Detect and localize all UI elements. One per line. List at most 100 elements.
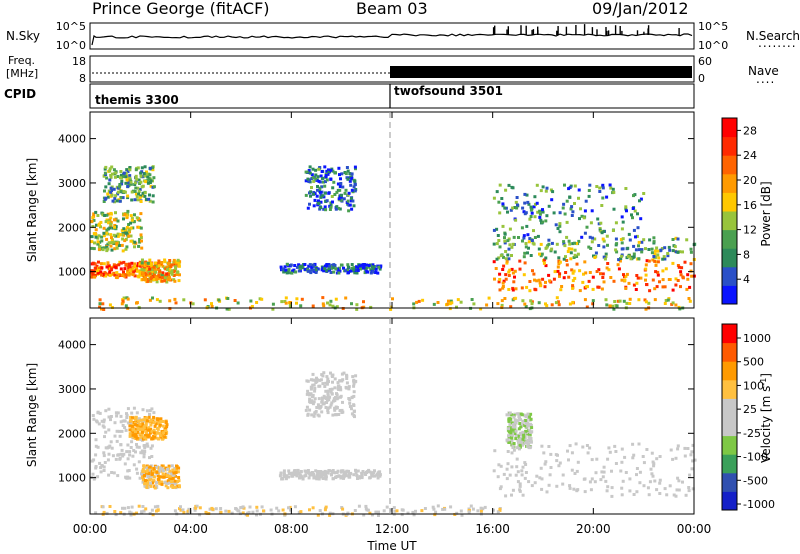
heatmap-cell: [342, 474, 345, 478]
heatmap-cell: [689, 269, 693, 273]
heatmap-cell: [580, 235, 584, 239]
heatmap-cell: [124, 263, 128, 267]
heatmap-cell: [314, 173, 318, 177]
heatmap-cell: [640, 240, 644, 244]
heatmap-cell: [150, 508, 154, 512]
heatmap-cell: [118, 434, 122, 438]
heatmap-cell: [329, 201, 333, 205]
heatmap-cell: [133, 213, 136, 217]
heatmap-cell: [324, 180, 327, 184]
heatmap-cell: [129, 239, 133, 243]
heatmap-cell: [527, 480, 531, 484]
heatmap-cell: [336, 182, 340, 186]
heatmap-cell: [611, 304, 614, 308]
heatmap-cell: [152, 415, 156, 419]
heatmap-cell: [299, 510, 303, 514]
heatmap-cell: [671, 238, 675, 241]
heatmap-cell: [610, 469, 613, 473]
heatmap-cell: [137, 190, 141, 193]
heatmap-cell: [282, 475, 286, 478]
heatmap-cell: [133, 274, 137, 278]
heatmap-cell: [311, 372, 315, 376]
heatmap-cell: [535, 201, 539, 205]
heatmap-cell: [155, 274, 159, 278]
heatmap-cell: [492, 508, 495, 512]
heatmap-cell: [350, 302, 353, 306]
heatmap-cell: [96, 242, 100, 246]
heatmap-cell: [497, 239, 501, 242]
heatmap-cell: [495, 257, 499, 261]
heatmap-cell: [104, 409, 108, 413]
heatmap-cell: [331, 380, 334, 384]
heatmap-cell: [675, 488, 679, 492]
heatmap-cell: [674, 236, 678, 240]
heatmap-cell: [609, 186, 613, 190]
heatmap-cell: [654, 263, 658, 267]
heatmap-cell: [676, 250, 680, 254]
heatmap-cell: [493, 449, 497, 453]
heatmap-cell: [137, 178, 141, 182]
heatmap-cell: [605, 489, 609, 493]
heatmap-cell: [118, 183, 122, 187]
heatmap-cell: [170, 272, 174, 276]
heatmap-cell: [615, 250, 619, 254]
heatmap-cell: [370, 474, 374, 478]
heatmap-cell: [638, 470, 642, 474]
heatmap-cell: [113, 197, 117, 200]
heatmap-cell: [105, 245, 109, 249]
heatmap-cell: [320, 410, 324, 414]
heatmap-cell: [152, 278, 156, 282]
heatmap-cell: [92, 218, 96, 222]
heatmap-cell: [355, 271, 359, 275]
heatmap-cell: [538, 281, 542, 285]
heatmap-cell: [641, 455, 645, 458]
heatmap-cell: [306, 177, 310, 181]
heatmap-cell: [161, 264, 165, 268]
heatmap-cell: [358, 475, 362, 479]
heatmap-cell: [614, 450, 618, 453]
heatmap-cell: [578, 217, 581, 221]
heatmap-cell: [350, 263, 354, 266]
heatmap-cell: [352, 204, 356, 208]
heatmap-cell: [648, 289, 652, 293]
heatmap-cell: [130, 411, 134, 415]
heatmap-cell: [353, 415, 356, 419]
heatmap-cell: [683, 260, 687, 264]
heatmap-cell: [167, 474, 171, 478]
heatmap-cell: [617, 258, 621, 262]
heatmap-cell: [255, 505, 259, 509]
heatmap-cell: [135, 419, 139, 423]
heatmap-cell: [107, 415, 111, 419]
heatmap-cell: [514, 429, 518, 433]
heatmap-cell: [644, 307, 648, 311]
heatmap-cell: [691, 459, 695, 463]
heatmap-cell: [250, 305, 254, 308]
heatmap-cell: [510, 254, 513, 257]
heatmap-cell: [537, 247, 541, 251]
heatmap-cell: [654, 260, 658, 264]
colorbar-tick-label: 4: [743, 273, 750, 286]
heatmap-cell: [328, 264, 332, 268]
heatmap-cell: [320, 400, 324, 404]
heatmap-cell: [116, 234, 120, 238]
heatmap-cell: [152, 411, 156, 415]
heatmap-cell: [116, 411, 120, 415]
heatmap-cell: [121, 196, 125, 200]
heatmap-cell: [313, 389, 317, 393]
heatmap-cell: [150, 467, 154, 470]
heatmap-cell: [165, 265, 169, 269]
heatmap-cell: [154, 261, 158, 265]
heatmap-cell: [292, 472, 296, 476]
heatmap-cell: [141, 408, 145, 412]
heatmap-cell: [147, 273, 150, 277]
heatmap-cell: [119, 414, 123, 418]
heatmap-cell: [557, 256, 561, 260]
heatmap-cell: [150, 268, 154, 272]
heatmap-cell: [126, 506, 130, 510]
heatmap-cell: [521, 422, 524, 426]
heatmap-cell: [527, 424, 531, 428]
heatmap-cell: [522, 273, 526, 277]
heatmap-cell: [163, 279, 166, 283]
heatmap-cell: [515, 465, 519, 469]
heatmap-cell: [343, 191, 347, 195]
